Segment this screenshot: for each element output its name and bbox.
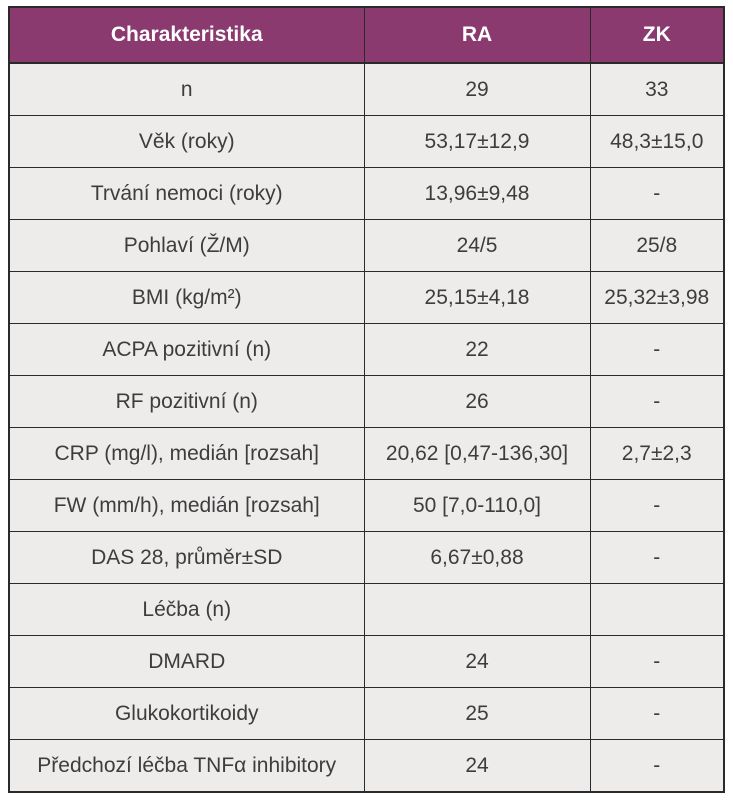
table-row: Předchozí léčba TNFα inhibitory 24- [8,739,725,793]
characteristics-table-container: Charakteristika RA ZK n 29 33 Věk (roky) 53,… [8,6,725,793]
cell-zk: 25,32±3,98 [589,271,725,324]
cell-zk: - [589,323,725,376]
table-row: Pohlaví (Ž/M) 24/5 25/8 [8,219,725,272]
header-row: Charakteristika RA ZK [8,6,725,64]
cell-characteristic: DAS 28, průměr±SD [8,531,365,584]
cell-ra: 25,15±4,18 [363,271,591,324]
table-row: CRP (mg/l), medián [rozsah] 20,62 [0,47-1… [8,427,725,480]
table-row: DMARD 24- [8,635,725,688]
table-row: DAS 28, průměr±SD 6,67±0,88- [8,531,725,584]
cell-ra [363,583,591,636]
cell-characteristic: Trvání nemoci (roky) [8,167,365,220]
cell-ra: 29 [363,62,591,116]
table-row: Glukokortikoidy 25- [8,687,725,740]
table-row: n 29 33 [8,62,725,116]
cell-zk: 48,3±15,0 [589,115,725,168]
cell-characteristic: ACPA pozitivní (n) [8,323,365,376]
cell-ra: 20,62 [0,47-136,30] [363,427,591,480]
header-zk: ZK [589,6,725,64]
cell-zk: - [589,375,725,428]
header-ra: RA [363,6,591,64]
characteristics-table: Charakteristika RA ZK n 29 33 Věk (roky) 53,… [8,6,725,793]
cell-ra: 22 [363,323,591,376]
cell-characteristic: RF pozitivní (n) [8,375,365,428]
cell-zk: 25/8 [589,219,725,272]
cell-ra: 26 [363,375,591,428]
cell-ra: 24 [363,739,591,793]
table-header: Charakteristika RA ZK [8,6,725,64]
cell-zk: - [589,167,725,220]
cell-zk: - [589,531,725,584]
cell-characteristic: n [8,62,365,116]
table-row: Věk (roky) 53,17±12,9 48,3±15,0 [8,115,725,168]
cell-characteristic: Léčba (n) [8,583,365,636]
cell-zk: 33 [589,62,725,116]
cell-zk [589,583,725,636]
cell-characteristic: Předchozí léčba TNFα inhibitory [8,739,365,793]
cell-ra: 25 [363,687,591,740]
cell-characteristic: Pohlaví (Ž/M) [8,219,365,272]
table-row: RF pozitivní (n) 26- [8,375,725,428]
cell-zk: - [589,687,725,740]
cell-ra: 24/5 [363,219,591,272]
cell-zk: - [589,635,725,688]
cell-ra: 6,67±0,88 [363,531,591,584]
cell-characteristic: BMI (kg/m²) [8,271,365,324]
cell-characteristic: CRP (mg/l), medián [rozsah] [8,427,365,480]
cell-characteristic: DMARD [8,635,365,688]
table-row: ACPA pozitivní (n) 22- [8,323,725,376]
table-row: Léčba (n) [8,583,725,636]
table-row: BMI (kg/m²) 25,15±4,18 25,32±3,98 [8,271,725,324]
cell-ra: 13,96±9,48 [363,167,591,220]
cell-characteristic: Glukokortikoidy [8,687,365,740]
cell-characteristic: Věk (roky) [8,115,365,168]
cell-zk: 2,7±2,3 [589,427,725,480]
cell-characteristic: FW (mm/h), medián [rozsah] [8,479,365,532]
table-row: FW (mm/h), medián [rozsah] 50 [7,0-110,0]… [8,479,725,532]
table-row: Trvání nemoci (roky) 13,96±9,48- [8,167,725,220]
cell-zk: - [589,479,725,532]
header-characteristic: Charakteristika [8,6,365,64]
table-body: n 29 33 Věk (roky) 53,17±12,9 48,3±15,0 Trvání… [8,62,725,793]
cell-ra: 50 [7,0-110,0] [363,479,591,532]
cell-zk: - [589,739,725,793]
cell-ra: 53,17±12,9 [363,115,591,168]
cell-ra: 24 [363,635,591,688]
